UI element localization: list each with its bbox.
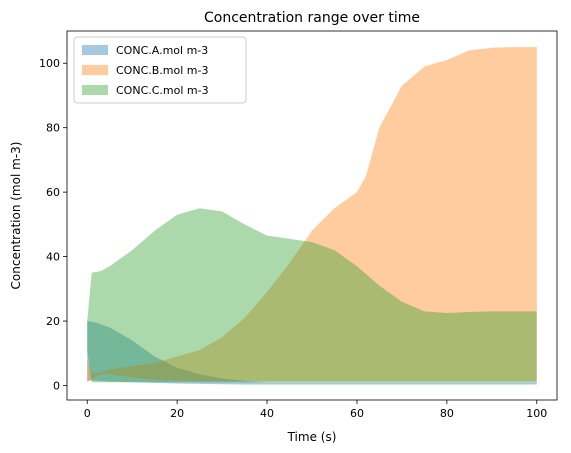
y-tick-label: 20 (46, 315, 60, 328)
y-axis-label: Concentration (mol m-3) (9, 142, 23, 290)
y-tick-label: 40 (46, 251, 60, 264)
x-tick-label: 80 (440, 407, 454, 420)
x-tick-label: 40 (260, 407, 274, 420)
series-area-1 (87, 321, 537, 385)
legend: CONC.A.mol m-3 CONC.B.mol m-3 CONC.C.mol m… (73, 36, 247, 104)
y-axis-ticks: 0 20 40 60 80 100 (39, 57, 67, 392)
y-tick-label: 80 (46, 122, 60, 135)
legend-swatch (82, 65, 108, 75)
plot-areas (87, 47, 537, 385)
x-tick-label: 60 (350, 407, 364, 420)
legend-label: CONC.A.mol m-3 (116, 44, 208, 57)
chart-title: Concentration range over time (204, 10, 420, 26)
series-area-3 (87, 208, 537, 383)
x-tick-label: 20 (170, 407, 184, 420)
y-tick-label: 0 (53, 379, 60, 392)
x-axis-ticks: 0 20 40 60 80 100 (84, 400, 547, 420)
axes-frame (66, 30, 558, 401)
y-tick-label: 60 (46, 186, 60, 199)
legend-label: CONC.C.mol m-3 (116, 84, 209, 97)
legend-swatch (82, 85, 108, 95)
series-area-2 (87, 47, 537, 383)
x-axis-label: Time (s) (287, 430, 337, 444)
legend-label: CONC.B.mol m-3 (116, 64, 208, 77)
x-tick-label: 100 (526, 407, 547, 420)
legend-swatch (82, 45, 108, 55)
y-tick-label: 100 (39, 57, 60, 70)
x-tick-label: 0 (84, 407, 91, 420)
legend-box (73, 36, 247, 104)
